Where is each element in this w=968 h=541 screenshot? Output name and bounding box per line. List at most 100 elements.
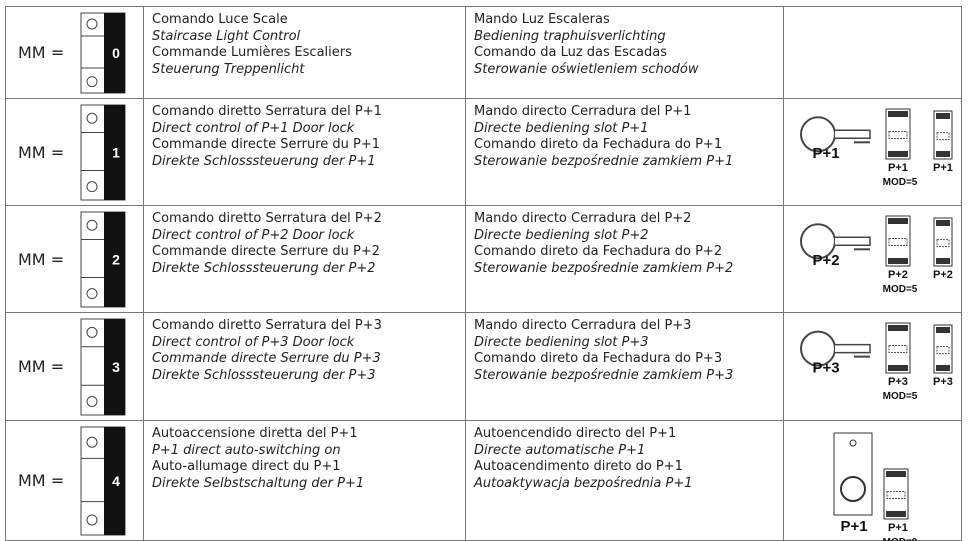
module-top — [888, 218, 908, 224]
text-line: Commande Lumières Escaliers — [152, 45, 352, 60]
text-line: Commande directe Serrure du P+2 — [152, 244, 381, 259]
mm-label: MM = — [18, 43, 65, 62]
module-terminals — [886, 491, 906, 499]
table-row: MM = 2 Comando diretto Serratura del P+2 Di… — [5, 205, 962, 313]
module — [883, 468, 909, 520]
module-terminals — [888, 131, 908, 139]
module — [885, 322, 911, 374]
module-bottom — [936, 365, 950, 371]
table-row: MM = 0 Comando Luce Scale Staircase Light C… — [5, 6, 962, 99]
text-line: Autoaktywacja bezpośrednia P+1 — [474, 475, 693, 491]
text-cell: Comando diretto Serratura del P+2 Direct … — [144, 206, 466, 313]
text-cell: Mando directo Cerradura del P+2 Directe b… — [466, 206, 784, 313]
text-cell: Comando diretto Serratura del P+3 Direct … — [144, 313, 466, 421]
icons: P+3 P+3 MOD=5 P+3 — [800, 322, 953, 402]
text-line: Direkte Selbstschaltung der P+1 — [152, 475, 365, 491]
text-line: Direkte Schlosssteuerung der P+3 — [152, 367, 376, 383]
table-row: MM = 3 Comando diretto Serratura del P+3 Di… — [5, 312, 962, 421]
module-top — [888, 325, 908, 331]
text-line: P+1 direct auto-switching on — [152, 442, 341, 458]
module-bottom — [888, 258, 908, 264]
switch-number: 1 — [112, 145, 120, 161]
icon-label: P+1 — [812, 145, 839, 162]
module-terminals — [936, 132, 950, 141]
icon-label: P+1 — [888, 522, 908, 534]
text-line: Directe bediening slot P+3 — [474, 334, 649, 350]
text-line: Sterowanie bezpośrednie zamkiem P+2 — [474, 260, 734, 276]
mm-label: MM = — [18, 249, 65, 269]
text-line: Direkte Schlosssteuerung der P+1 — [152, 153, 376, 169]
text-cell: Mando directo Cerradura del P+1 Directe b… — [466, 99, 784, 206]
icon-label: P+2 — [888, 269, 908, 281]
text-line: Direkte Schlosssteuerung der P+2 — [152, 260, 376, 276]
module-bottom — [886, 511, 906, 517]
text-line: Bediening traphuisverlichting — [474, 28, 666, 44]
switch-hole — [86, 219, 98, 231]
text-cell: Comando Luce Scale Staircase Light Contro… — [144, 7, 466, 99]
text-line: Directe bediening slot P+1 — [474, 120, 649, 136]
icons — [784, 7, 962, 99]
text-line: Mando directo Cerradura del P+1 — [474, 104, 692, 119]
switch-icon: 0 — [80, 12, 126, 94]
text-line: Autoacendimento direto do P+1 — [474, 459, 683, 474]
text-line: Comando direto da Fechadura do P+3 — [474, 351, 723, 366]
text-line: Mando directo Cerradura del P+3 — [474, 318, 692, 333]
switch-hole — [86, 436, 98, 448]
text-line: Autoaccensione diretta del P+1 — [152, 426, 358, 441]
switch-number: 0 — [112, 45, 120, 61]
icon-label: MOD=5 — [883, 391, 918, 402]
module-bottom — [888, 151, 908, 157]
key-shaft — [835, 236, 871, 247]
icons: P+2 P+2 MOD=5 P+2 — [800, 215, 953, 295]
panel — [833, 432, 873, 516]
module — [933, 324, 953, 374]
module-terminals — [936, 346, 950, 355]
icon-label: P+1 — [840, 518, 867, 535]
mm-cell: MM = 3 — [6, 313, 144, 421]
text-line: Comando diretto Serratura del P+1 — [152, 104, 382, 119]
text-line: Comando da Luz das Escadas — [474, 45, 668, 60]
text-line: Commande directe Serrure du P+1 — [152, 137, 381, 152]
text-line: Mando directo Cerradura del P+2 — [474, 211, 692, 226]
text-line: Directe automatische P+1 — [474, 442, 646, 458]
icon-label: MOD=9 — [883, 537, 918, 541]
switch-number: 2 — [112, 252, 120, 268]
module-top — [936, 327, 950, 333]
text-cell: Autoencendido directo del P+1 Directe aut… — [466, 421, 784, 540]
text-line: Direct control of P+3 Door lock — [152, 334, 355, 350]
switch-strip — [104, 319, 125, 415]
text-line: Commande directe Serrure du P+3 — [152, 351, 381, 366]
switch-number: 3 — [112, 359, 120, 375]
module — [933, 110, 953, 160]
module-bottom — [888, 365, 908, 371]
mm-cell: MM = 1 — [6, 99, 144, 206]
table-row: MM = 1 Comando diretto Serratura del P+1 Di… — [5, 98, 962, 206]
mm-label: MM = — [18, 471, 65, 490]
icon-label: P+3 — [933, 376, 953, 388]
icon-label: P+1 — [888, 162, 908, 174]
switch-strip — [104, 427, 125, 535]
text-line: Steuerung Treppenlicht — [152, 61, 305, 77]
text-line: Directe bediening slot P+2 — [474, 227, 649, 243]
module-top — [888, 111, 908, 117]
table-row: MM = 4 Autoaccensione diretta del P+1 P+1 d… — [5, 420, 962, 541]
text-line: Comando Luce Scale — [152, 12, 288, 27]
mm-cell: MM = 2 — [6, 206, 144, 313]
switch-hole — [86, 326, 98, 338]
mm-cell: MM = 0 — [6, 7, 144, 99]
switch-strip — [104, 13, 125, 93]
panel-button — [840, 476, 866, 502]
text-line: Mando Luz Escaleras — [474, 12, 610, 27]
text-line: Direct control of P+2 Door lock — [152, 227, 355, 243]
text-line: Comando diretto Serratura del P+2 — [152, 211, 382, 226]
switch-hole — [86, 76, 98, 88]
switch-icon: 1 — [80, 104, 126, 201]
module — [933, 217, 953, 267]
key-shaft — [835, 129, 871, 140]
switch-hole — [86, 112, 98, 124]
text-line: Auto-allumage direct du P+1 — [152, 459, 341, 474]
switch-number: 4 — [112, 473, 120, 489]
icon-label: P+2 — [933, 269, 953, 281]
mm-label: MM = — [18, 357, 65, 376]
icons: P+1 P+1 MOD=9 — [833, 432, 918, 541]
